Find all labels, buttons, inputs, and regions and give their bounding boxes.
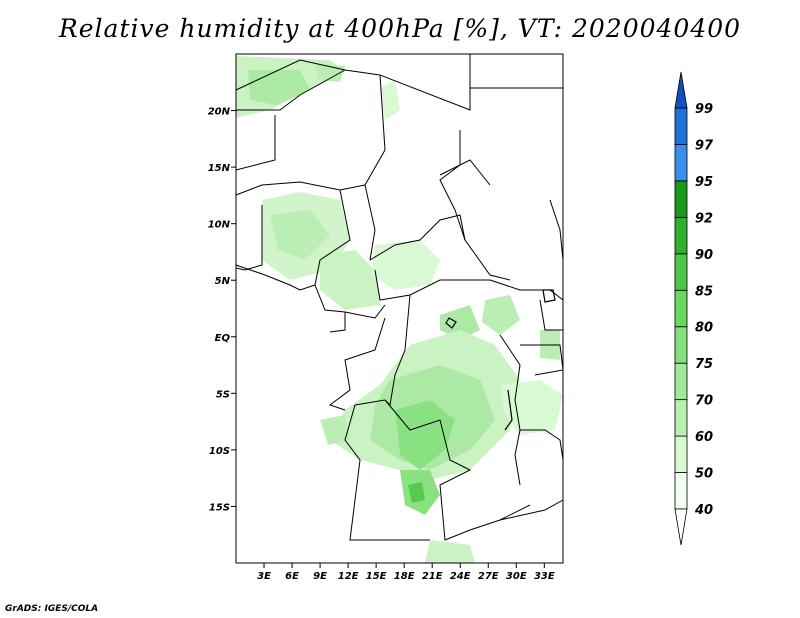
lon-tick-label: 12E <box>338 571 359 582</box>
colorbar-box <box>674 216 688 255</box>
colorbar-box <box>674 362 688 401</box>
humidity-shading <box>236 56 563 563</box>
lon-tick-label: 24E <box>450 571 471 582</box>
colorbar-box <box>674 399 688 437</box>
map-plot <box>235 53 564 564</box>
colorbar-box <box>674 180 688 218</box>
lon-tick-label: 21E <box>422 571 443 582</box>
colorbar-label: 90 <box>695 248 713 263</box>
colorbar-over-arrow <box>674 71 688 109</box>
colorbar-label: 92 <box>695 211 713 226</box>
lat-tick-label: 10S <box>209 446 230 457</box>
lat-tick-label: 15S <box>209 502 230 513</box>
lon-tick-label: 15E <box>366 571 387 582</box>
colorbar-box <box>674 144 688 182</box>
latitude-axis: 20N 15N 10N 5N EQ 5S 10S 15S <box>208 107 236 513</box>
colorbar-under-arrow <box>674 508 688 546</box>
colorbar-box <box>674 253 688 291</box>
lon-tick-label: 9E <box>313 571 327 582</box>
footer-credit: GrADS: IGES/COLA <box>5 604 99 614</box>
colorbar-label: 80 <box>695 321 713 336</box>
colorbar-label: 60 <box>695 430 713 445</box>
colorbar-label: 75 <box>695 357 713 372</box>
lakes <box>445 289 556 431</box>
colorbar-label: 95 <box>695 175 713 190</box>
colorbar-box <box>674 107 688 145</box>
longitude-axis: 3E 6E 9E 12E 15E 18E 21E 24E 27E 30E 33E <box>257 563 555 582</box>
colorbar-label: 40 <box>694 503 713 518</box>
lon-tick-label: 18E <box>394 571 415 582</box>
lon-tick-label: 33E <box>534 571 555 582</box>
colorbar-label: 99 <box>695 102 713 117</box>
colorbar-box <box>674 289 688 328</box>
lon-tick-label: 3E <box>257 571 271 582</box>
colorbar-box <box>674 326 688 364</box>
lat-tick-label: EQ <box>215 333 231 344</box>
colorbar-label: 70 <box>695 394 713 409</box>
colorbar-label: 85 <box>695 284 713 299</box>
country-borders <box>235 54 564 541</box>
lon-tick-label: 30E <box>506 571 527 582</box>
colorbar-label: 50 <box>695 467 713 482</box>
colorbar-box <box>674 435 688 473</box>
colorbar-box <box>674 472 688 510</box>
lat-tick-label: 10N <box>208 220 231 231</box>
chart-title: Relative humidity at 400hPa [%], VT: 202… <box>58 14 742 43</box>
lon-tick-label: 6E <box>285 571 299 582</box>
lon-tick-label: 27E <box>478 571 499 582</box>
lat-tick-label: 15N <box>208 163 231 174</box>
lat-tick-label: 20N <box>208 107 231 118</box>
colorbar: 40 50 60 70 75 80 85 90 92 95 97 99 <box>674 71 714 546</box>
colorbar-label: 97 <box>695 138 714 153</box>
lat-tick-label: 5N <box>215 276 231 287</box>
lat-tick-label: 5S <box>216 389 230 400</box>
